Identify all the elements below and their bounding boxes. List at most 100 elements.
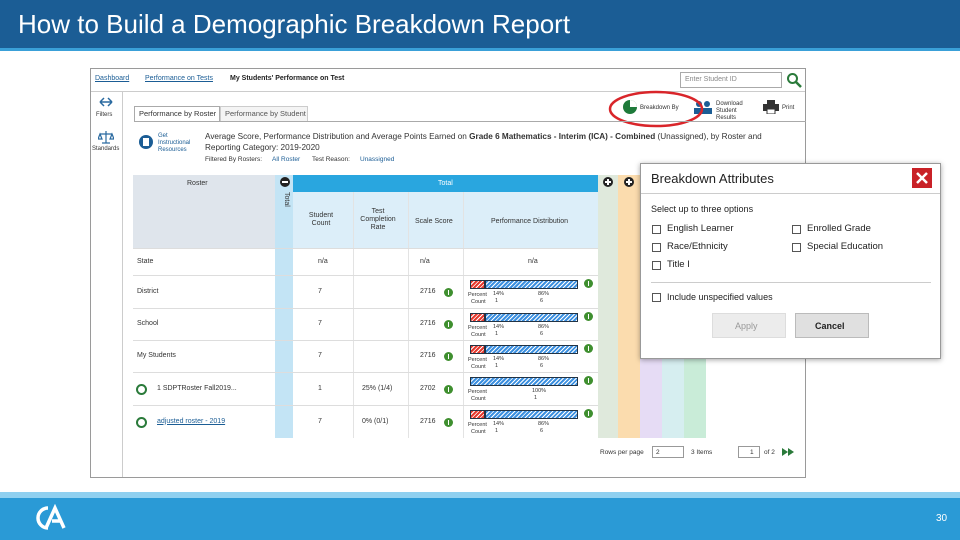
percent-label: 86%: [538, 356, 550, 362]
column-header: Performance Distribution: [491, 218, 569, 225]
total-vertical-column: [275, 175, 293, 438]
modal-close[interactable]: [912, 168, 932, 188]
page-number: 30: [936, 513, 948, 524]
percent-label: 86%: [538, 421, 550, 427]
option-label[interactable]: Enrolled Grade: [807, 223, 871, 234]
reason-value: Unassigned: [360, 156, 395, 163]
toolbar-label[interactable]: Breakdown By: [640, 105, 679, 111]
percent-label: 86%: [538, 324, 550, 330]
column-header: Total: [438, 180, 453, 187]
checkbox[interactable]: [792, 225, 801, 234]
page-total: of 2: [764, 449, 775, 456]
rows-select[interactable]: [652, 446, 684, 458]
page-value[interactable]: 1: [750, 449, 754, 456]
resources-icon[interactable]: [138, 134, 154, 150]
divider: [91, 91, 805, 92]
checkbox[interactable]: [652, 293, 661, 302]
modal: [640, 163, 941, 359]
breadcrumb-item[interactable]: Performance on Tests: [145, 75, 213, 82]
logo: [36, 504, 66, 530]
distribution-bar: [470, 345, 486, 354]
option-label[interactable]: Include unspecified values: [667, 292, 773, 302]
checkbox[interactable]: [652, 261, 661, 270]
next-arrow[interactable]: [782, 448, 788, 456]
filter-label: Filtered By Rosters:: [205, 156, 263, 163]
roster-name[interactable]: adjusted roster - 2019: [157, 417, 226, 425]
completion-rate: 25% (1/4): [362, 384, 393, 392]
standards-icon[interactable]: [98, 130, 114, 144]
distribution-bar: [470, 313, 486, 322]
scale-score: 2716: [420, 287, 436, 295]
count-value: 1: [495, 298, 499, 304]
option-label[interactable]: Special Education: [807, 241, 884, 252]
report-title-part: (Unassigned), by Roster and Reporting Ca…: [205, 132, 762, 152]
breakdown-icon[interactable]: [622, 99, 638, 115]
student-count: 7: [318, 287, 322, 295]
checkbox[interactable]: [652, 243, 661, 252]
collapse-button[interactable]: [280, 177, 290, 187]
tab-label[interactable]: Performance by Student: [225, 109, 306, 118]
column-header: Test Completion Rate: [360, 208, 396, 232]
claim-column-1: [598, 175, 618, 438]
report-title: Average Score, Performance Distribution …: [205, 132, 795, 153]
tab[interactable]: [134, 106, 220, 122]
row-rule: [133, 308, 598, 309]
roster-name: School: [137, 320, 159, 327]
search-icon[interactable]: [786, 72, 802, 88]
last-arrow[interactable]: [788, 448, 794, 456]
scale-score: 2702: [420, 384, 436, 392]
breadcrumb-item: My Students' Performance on Test: [230, 75, 345, 82]
print-icon[interactable]: [763, 100, 779, 114]
checkbox[interactable]: [792, 243, 801, 252]
distribution-bar: [485, 410, 578, 419]
rows-value[interactable]: 2: [656, 449, 660, 456]
sidebar-item[interactable]: Filters: [96, 112, 113, 118]
column-header: Student Count: [308, 212, 334, 228]
scale-score: 2716: [420, 320, 436, 327]
search-box[interactable]: [680, 72, 782, 88]
roster-name: State: [137, 257, 154, 265]
button-label[interactable]: Apply: [735, 321, 758, 331]
roster-icon[interactable]: [136, 416, 147, 428]
sidebar-item[interactable]: Standards: [92, 146, 120, 152]
breadcrumb-item[interactable]: Dashboard: [95, 75, 130, 82]
performance: n/a: [528, 257, 538, 265]
toolbar-label[interactable]: Print: [782, 105, 795, 111]
count-value: 1: [495, 331, 499, 337]
percent-label: 86%: [538, 291, 550, 297]
checkbox[interactable]: [652, 225, 661, 234]
modal-divider: [651, 282, 931, 283]
row-rule: [133, 275, 598, 276]
expand-button[interactable]: [603, 177, 613, 187]
resources-label[interactable]: Get Instructional Resources: [158, 133, 191, 153]
option-label[interactable]: Race/Ethnicity: [667, 241, 728, 252]
option-label[interactable]: Title I: [667, 259, 690, 270]
info-icon: [584, 409, 593, 418]
filter-icon[interactable]: [98, 96, 114, 108]
percent-label: 14%: [493, 291, 505, 297]
button-label[interactable]: Cancel: [815, 321, 845, 331]
count-value: 6: [540, 331, 544, 337]
count-value: 1: [495, 428, 499, 434]
roster-name[interactable]: 1 SDPTRoster Fall2019...: [157, 384, 237, 392]
distribution-bar: [485, 280, 578, 289]
count-caption: Count: [471, 332, 486, 338]
info-icon: [444, 417, 453, 427]
count-value: 6: [540, 428, 544, 434]
page-input[interactable]: [738, 446, 760, 458]
modal-title: Breakdown Attributes: [651, 171, 774, 186]
option-label[interactable]: English Learner: [667, 223, 734, 234]
cancel-button[interactable]: [795, 313, 869, 338]
tab-rule: [134, 121, 806, 122]
percent-caption: Percent: [468, 389, 487, 395]
sidebar-divider: [122, 92, 123, 477]
percent-label: 14%: [493, 324, 505, 330]
expand-button[interactable]: [624, 177, 634, 187]
roster-icon[interactable]: [136, 383, 147, 395]
apply-button[interactable]: [712, 313, 786, 338]
tab-label[interactable]: Performance by Roster: [139, 109, 217, 118]
toolbar-label[interactable]: Download Student Results: [716, 101, 743, 121]
percent-caption: Percent: [468, 357, 487, 363]
count-caption: Count: [471, 396, 486, 402]
